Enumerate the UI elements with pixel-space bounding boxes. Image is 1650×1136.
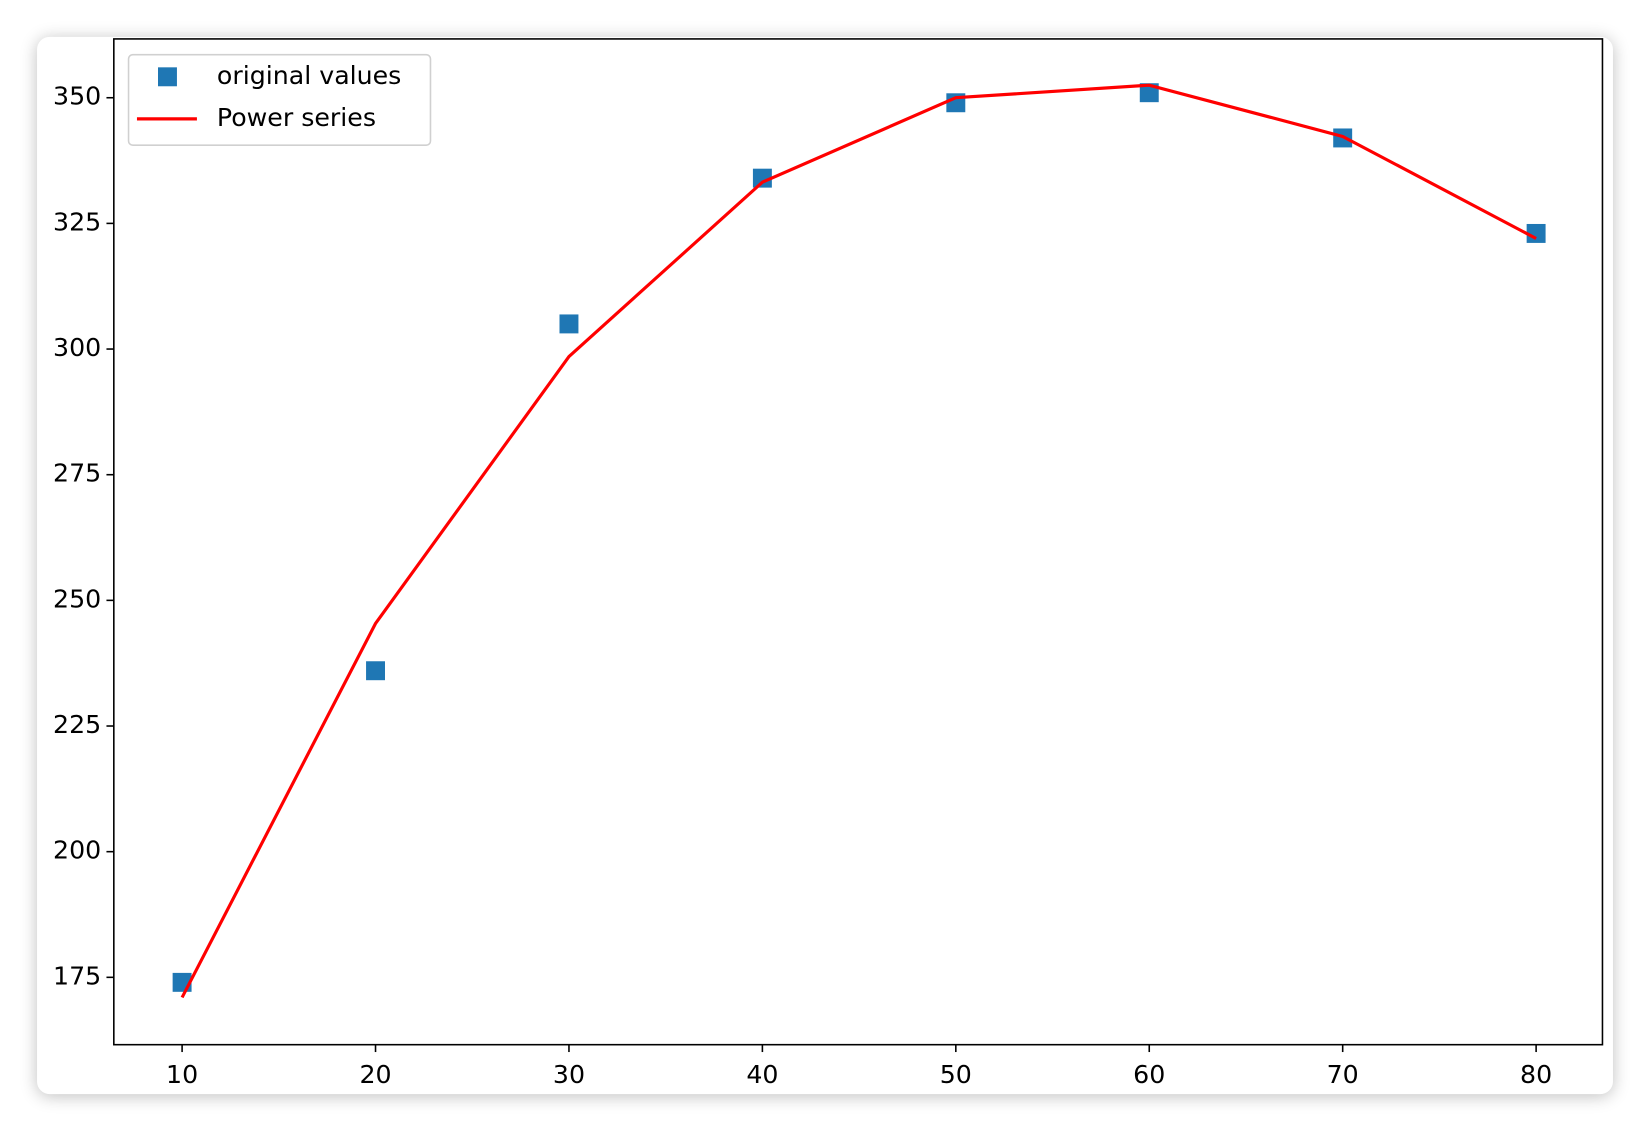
x-tick-label: 40 (746, 1060, 778, 1089)
y-tick-label: 300 (53, 333, 101, 362)
x-tick-label: 60 (1133, 1060, 1165, 1089)
x-tick-label: 30 (553, 1060, 585, 1089)
x-tick-label: 50 (940, 1060, 972, 1089)
x-tick-label: 20 (359, 1060, 391, 1089)
legend-label: Power series (217, 103, 376, 132)
line-series (180, 83, 1537, 999)
axes-frame (113, 38, 1604, 1046)
x-tick-label: 70 (1327, 1060, 1359, 1089)
y-tick-label: 225 (53, 710, 101, 739)
x-tick-label: 80 (1520, 1060, 1552, 1089)
point (559, 314, 579, 334)
legend-label: original values (217, 61, 401, 90)
point (752, 168, 772, 188)
y-tick-label: 175 (53, 961, 101, 990)
y-tick-label: 250 (53, 584, 101, 613)
y-tick-label: 325 (53, 207, 101, 236)
y-tick-label: 350 (53, 82, 101, 111)
legend-marker (158, 67, 177, 87)
y-tick-label: 275 (53, 459, 101, 488)
plot-area: 10 20 30 40 50 60 70 80 175 200 225 250 275 300 325 350… (53, 38, 1604, 1089)
card (37, 36, 1613, 1095)
x-tick-label: 10 (166, 1060, 198, 1089)
point (366, 661, 385, 681)
legend-box (127, 53, 432, 146)
point (1526, 223, 1546, 243)
y-tick-label: 200 (53, 836, 101, 865)
